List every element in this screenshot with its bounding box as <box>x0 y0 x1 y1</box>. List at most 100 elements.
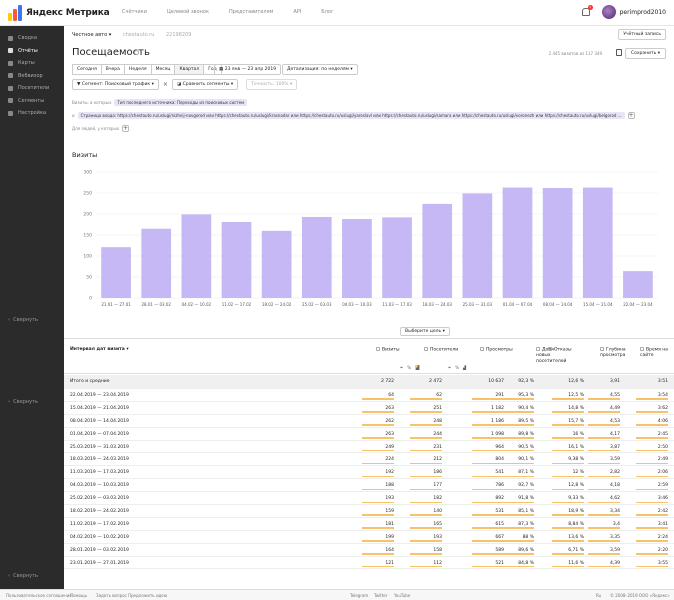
accuracy-button[interactable]: Точность: 100% ▾ <box>246 79 298 90</box>
cell-4: 12 % <box>572 470 584 476</box>
col-depth[interactable]: Глубина просмотра <box>600 347 626 358</box>
table-row[interactable]: 11.03.2019 — 17.03.2019 192 186 541 87,1 % 12… <box>64 466 674 480</box>
language-switch[interactable]: Ru <box>596 593 602 598</box>
chart-bar[interactable] <box>582 187 613 298</box>
sidebar-item-webvisor[interactable]: Вебвизор <box>0 70 64 83</box>
cell-5: 3,4 <box>612 521 620 527</box>
table-row[interactable]: 11.02.2019 — 17.02.2019 181 165 615 87,3 % 8,… <box>64 518 674 531</box>
cell-bar <box>472 565 504 568</box>
visitors-col-tools[interactable]: ⏷% ▟ <box>448 365 466 370</box>
sidebar-item-reports[interactable]: Отчёты <box>0 45 64 58</box>
username[interactable]: perimprod2010 <box>619 8 666 16</box>
chart-bar[interactable] <box>342 219 372 298</box>
cell-1: 248 <box>433 418 442 424</box>
filter-tag-source[interactable]: Тип последнего источника: Переходы из по… <box>114 99 248 106</box>
goal-select-button[interactable]: Выберите цель ▾ <box>400 327 450 336</box>
table-row[interactable]: 23.01.2019 — 27.01.2019 121 112 521 84,8 % 11… <box>64 557 674 570</box>
detail-button[interactable]: Детализация: по неделям ▾ <box>282 64 358 75</box>
chart-bar[interactable] <box>221 221 252 298</box>
bell-icon[interactable]: 1 <box>581 5 593 16</box>
col-new-share[interactable]: Доля новых посетителей <box>536 347 567 364</box>
sidebar-item-maps[interactable]: Карты <box>0 57 64 70</box>
dim-header[interactable]: Интервал дат визита ▾ <box>70 347 129 352</box>
table-row[interactable]: 04.02.2019 — 10.02.2019 199 193 667 88 % 13,6… <box>64 531 674 544</box>
cell-bar <box>588 462 620 465</box>
table-total-row[interactable]: Итого и средние 2 722 2 472 10 637 92,3 % 12,… <box>64 375 674 389</box>
compare-segments-button[interactable]: ◪ Сравнить сегменты ▾ <box>171 79 239 90</box>
chart-bar[interactable] <box>542 187 573 298</box>
logo[interactable]: Яндекс Метрика <box>8 5 110 21</box>
table-row[interactable]: 28.01.2019 — 03.02.2019 164 158 589 89,6 % 6,… <box>64 544 674 557</box>
table-row[interactable]: 15.04.2019 — 21.04.2019 263 251 1 182 90,4 %… <box>64 402 674 415</box>
chart-bar[interactable] <box>422 203 453 298</box>
footer-link-help[interactable]: Помощь <box>70 593 88 598</box>
period-month[interactable]: Месяц <box>150 64 176 75</box>
add-filter-button[interactable]: + <box>627 112 635 119</box>
top-bar: Яндекс Метрика Счётчики Целевой звонок П… <box>0 0 674 26</box>
filter-tag-pages[interactable]: Страница входа: https://chestauto.ru/usl… <box>77 112 625 119</box>
avatar[interactable] <box>601 5 616 19</box>
chart-bar[interactable] <box>301 216 332 298</box>
nav-call[interactable]: Целевой звонок <box>166 9 210 15</box>
nav-api[interactable]: API <box>293 9 302 15</box>
sidebar-item-visitors[interactable]: Посетители <box>0 82 64 95</box>
chart-bar[interactable] <box>502 187 533 298</box>
table-row[interactable]: 01.04.2019 — 07.04.2019 263 244 1 098 89,8 %… <box>64 428 674 441</box>
lock-icon[interactable] <box>616 49 622 56</box>
chart-bar[interactable] <box>382 217 412 298</box>
table-row[interactable]: 18.03.2019 — 24.03.2019 224 212 804 90,1 % 9,… <box>64 453 674 467</box>
period-today[interactable]: Сегодня <box>72 64 102 75</box>
period-yesterday[interactable]: Вчера <box>100 64 125 75</box>
period-year[interactable]: Год <box>203 64 222 75</box>
footer-link-ask[interactable]: Задать вопрос <box>96 593 127 598</box>
sidebar-item-summary[interactable]: Сводка <box>0 32 64 45</box>
cell-bar <box>502 411 534 413</box>
nav-blog[interactable]: Блог <box>321 9 334 15</box>
collapse-button-2[interactable]: ‹ Свернуть <box>8 399 38 405</box>
period-quarter[interactable]: Квартал <box>174 64 205 75</box>
sidebar-item-settings[interactable]: Настройка <box>0 107 64 120</box>
chart-bar[interactable] <box>462 193 493 298</box>
info-icon[interactable] <box>134 50 139 55</box>
footer-link-idea[interactable]: Предложить идею <box>128 593 168 598</box>
cell-2: 589 <box>495 547 504 553</box>
col-bounces[interactable]: Отказы <box>548 347 572 353</box>
period-week[interactable]: Неделя <box>123 64 152 75</box>
table-row[interactable]: 08.04.2019 — 14.04.2019 262 248 1 186 89,5 %… <box>64 415 674 428</box>
collapse-button[interactable]: ‹ Свернуть <box>8 317 38 323</box>
footer-link-terms[interactable]: Пользовательское соглашение <box>6 593 72 598</box>
visits-col-tools[interactable]: ⏷% ▟ <box>400 365 421 370</box>
chart-bar[interactable] <box>101 247 131 298</box>
chart-bar[interactable] <box>623 271 653 298</box>
chart-bar[interactable] <box>181 214 212 298</box>
footer-link-telegram[interactable]: Telegram <box>350 593 369 598</box>
close-icon[interactable]: × <box>162 81 168 88</box>
add-people-filter-button[interactable]: + <box>122 125 129 132</box>
cell-6: 2:49 <box>657 457 668 463</box>
date-range-button[interactable]: ▦ 23 янв — 23 апр 2019 <box>214 64 282 75</box>
nav-counters[interactable]: Счётчики <box>122 9 147 15</box>
table-row[interactable]: 25.02.2019 — 03.03.2019 193 182 892 91,8 % 9,… <box>64 492 674 506</box>
table-row[interactable]: 18.02.2019 — 24.02.2019 159 140 531 85,1 % 18… <box>64 505 674 518</box>
account-button[interactable]: Учётный запись <box>618 29 666 40</box>
col-views[interactable]: Просмотры <box>480 347 513 353</box>
cell-bar <box>636 514 668 516</box>
user-menu[interactable]: 1 perimprod2010 <box>581 5 666 19</box>
col-time[interactable]: Время на сайте <box>640 347 668 358</box>
footer-link-youtube[interactable]: YouTube <box>394 593 411 598</box>
chart-bar[interactable] <box>261 230 292 298</box>
collapse-button-3[interactable]: ‹ Свернуть <box>8 573 38 579</box>
table-row[interactable]: 25.03.2019 — 31.03.2019 249 231 964 90,5 % 16… <box>64 441 674 454</box>
segment-button[interactable]: ▼ Сегмент: Поисковый трафик ▾ <box>72 79 159 90</box>
footer-link-twitter[interactable]: Twitter <box>374 593 388 598</box>
chart-bar[interactable] <box>141 228 172 298</box>
site-selector[interactable]: Честное авто <box>72 32 108 38</box>
col-visits[interactable]: Визиты <box>376 347 400 353</box>
col-visitors[interactable]: Посетители <box>424 347 458 353</box>
table-row[interactable]: 22.04.2019 — 23.04.2019 64 62 291 95,3 % 12,5… <box>64 389 674 402</box>
nav-agents[interactable]: Представителям <box>229 9 274 15</box>
cell-bar <box>472 411 504 413</box>
save-button[interactable]: Сохранить ▾ <box>624 48 666 59</box>
table-row[interactable]: 04.03.2019 — 10.03.2019 188 177 786 92,7 % 12… <box>64 479 674 493</box>
sidebar-item-segments[interactable]: Сегменты <box>0 95 64 108</box>
